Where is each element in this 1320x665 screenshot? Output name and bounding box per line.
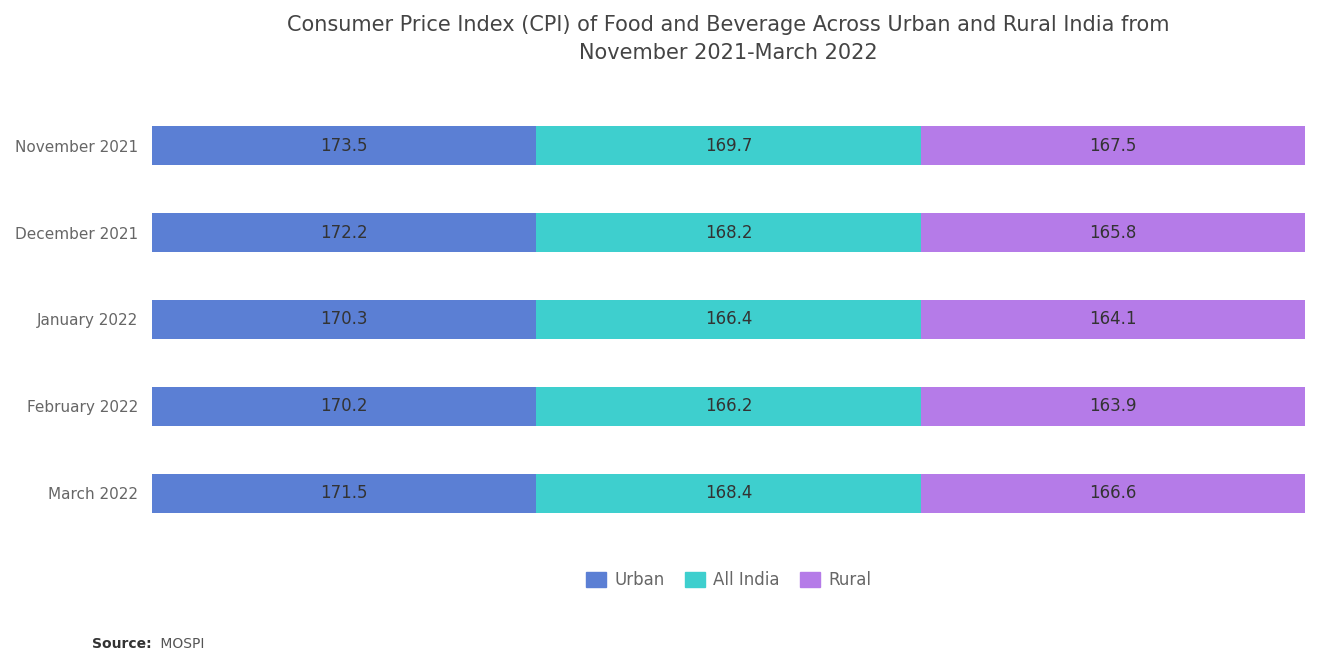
Text: MOSPI: MOSPI xyxy=(156,637,205,652)
Bar xyxy=(152,300,536,339)
Bar xyxy=(536,473,920,513)
Legend: Urban, All India, Rural: Urban, All India, Rural xyxy=(579,564,878,596)
Bar xyxy=(920,126,1305,166)
Text: 172.2: 172.2 xyxy=(321,223,368,241)
Bar xyxy=(536,126,920,166)
Bar xyxy=(920,387,1305,426)
Text: 167.5: 167.5 xyxy=(1089,137,1137,155)
Text: 166.6: 166.6 xyxy=(1089,484,1137,502)
Bar xyxy=(152,213,536,252)
Text: 168.4: 168.4 xyxy=(705,484,752,502)
Text: 170.3: 170.3 xyxy=(321,311,368,329)
Bar xyxy=(920,213,1305,252)
Bar xyxy=(536,387,920,426)
Text: 166.2: 166.2 xyxy=(705,397,752,416)
Text: 165.8: 165.8 xyxy=(1089,223,1137,241)
Bar xyxy=(536,213,920,252)
Bar xyxy=(152,387,536,426)
Text: 166.4: 166.4 xyxy=(705,311,752,329)
Bar xyxy=(920,473,1305,513)
Text: Source:: Source: xyxy=(92,637,152,652)
Bar xyxy=(152,473,536,513)
Bar xyxy=(536,300,920,339)
Text: 171.5: 171.5 xyxy=(321,484,368,502)
Text: 169.7: 169.7 xyxy=(705,137,752,155)
Title: Consumer Price Index (CPI) of Food and Beverage Across Urban and Rural India fro: Consumer Price Index (CPI) of Food and B… xyxy=(288,15,1170,63)
Text: 164.1: 164.1 xyxy=(1089,311,1137,329)
Bar xyxy=(152,126,536,166)
Text: 168.2: 168.2 xyxy=(705,223,752,241)
Text: 163.9: 163.9 xyxy=(1089,397,1137,416)
Text: 170.2: 170.2 xyxy=(321,397,368,416)
Bar xyxy=(920,300,1305,339)
Text: 173.5: 173.5 xyxy=(321,137,368,155)
